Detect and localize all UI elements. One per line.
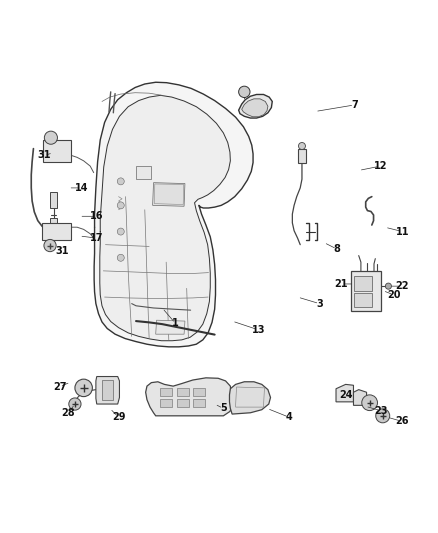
Circle shape (117, 228, 124, 235)
Polygon shape (239, 94, 272, 118)
Circle shape (376, 409, 390, 423)
Circle shape (117, 254, 124, 261)
Text: 4: 4 (286, 412, 292, 422)
Text: 11: 11 (396, 227, 409, 237)
Polygon shape (49, 192, 57, 207)
Polygon shape (160, 389, 172, 396)
Text: 17: 17 (90, 233, 103, 243)
Polygon shape (155, 320, 185, 334)
Text: 29: 29 (112, 412, 125, 422)
Text: 20: 20 (387, 290, 400, 300)
Polygon shape (242, 99, 268, 117)
Circle shape (385, 283, 392, 289)
Polygon shape (193, 399, 205, 407)
Polygon shape (160, 399, 172, 407)
Text: 16: 16 (90, 211, 103, 221)
Polygon shape (49, 217, 57, 231)
Circle shape (75, 379, 92, 397)
Text: 21: 21 (335, 279, 348, 289)
Polygon shape (297, 149, 306, 163)
Text: 23: 23 (374, 406, 387, 416)
Polygon shape (351, 271, 381, 311)
Polygon shape (177, 399, 189, 407)
Text: 31: 31 (38, 150, 51, 160)
Polygon shape (354, 293, 372, 306)
Text: 7: 7 (351, 100, 358, 110)
Polygon shape (136, 166, 151, 179)
Text: 8: 8 (333, 244, 340, 254)
Circle shape (117, 202, 124, 209)
Text: 28: 28 (62, 408, 75, 418)
Polygon shape (230, 382, 271, 414)
Text: 31: 31 (55, 246, 69, 256)
Polygon shape (42, 223, 71, 240)
Polygon shape (354, 276, 372, 290)
Text: 27: 27 (53, 382, 67, 392)
Polygon shape (152, 183, 185, 206)
Polygon shape (94, 82, 253, 347)
Polygon shape (193, 389, 205, 396)
Circle shape (117, 178, 124, 185)
Polygon shape (96, 376, 120, 404)
Text: 26: 26 (396, 416, 409, 426)
Text: 1: 1 (172, 318, 179, 328)
Polygon shape (102, 380, 113, 400)
Circle shape (239, 86, 250, 98)
Polygon shape (353, 390, 367, 405)
Polygon shape (177, 389, 189, 396)
Polygon shape (43, 140, 71, 161)
Circle shape (44, 131, 57, 144)
Circle shape (69, 398, 81, 410)
Polygon shape (336, 384, 353, 402)
Text: 13: 13 (251, 325, 265, 335)
Polygon shape (146, 378, 232, 416)
Text: 14: 14 (75, 183, 88, 193)
Circle shape (44, 239, 56, 252)
Text: 24: 24 (339, 390, 352, 400)
Text: 3: 3 (316, 298, 323, 309)
Circle shape (362, 395, 378, 410)
Text: 12: 12 (374, 161, 387, 171)
Circle shape (298, 142, 305, 149)
Text: 5: 5 (220, 403, 227, 414)
Text: 22: 22 (396, 281, 409, 291)
Polygon shape (100, 95, 230, 341)
